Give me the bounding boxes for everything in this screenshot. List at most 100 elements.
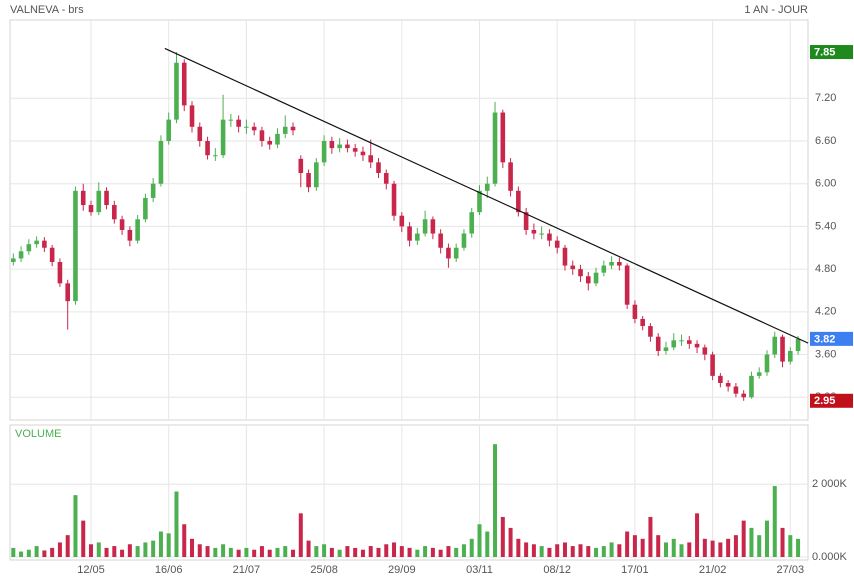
- volume-bar: [298, 513, 303, 557]
- candle-body: [609, 261, 614, 266]
- candle-body: [547, 233, 552, 241]
- candle-body: [430, 219, 436, 234]
- candle-body: [725, 382, 731, 387]
- candle-body: [135, 219, 140, 241]
- candle-body: [516, 190, 521, 213]
- volume-bar: [112, 546, 117, 557]
- candle-body: [376, 162, 381, 174]
- volume-bar: [788, 535, 793, 557]
- candle-body: [96, 190, 102, 213]
- candle-body: [329, 140, 335, 149]
- candle-body: [267, 140, 273, 145]
- x-tick-label: 21/07: [233, 564, 261, 576]
- volume-bar: [353, 547, 358, 557]
- volume-bar: [609, 542, 614, 557]
- candle-body: [764, 354, 770, 373]
- candle-body: [648, 326, 653, 337]
- x-tick-label: 03/11: [466, 564, 493, 576]
- candle-body: [601, 265, 607, 273]
- volume-bar: [259, 546, 264, 557]
- candle-body: [197, 126, 203, 141]
- candle-body: [298, 158, 304, 174]
- volume-bar: [531, 544, 536, 557]
- candle-body: [174, 62, 179, 120]
- candle-body: [345, 144, 350, 149]
- candle-body: [578, 269, 583, 277]
- candle-body: [484, 183, 490, 191]
- candle-body: [88, 205, 94, 213]
- volume-bar: [632, 535, 637, 557]
- y-tick-label: 4.20: [815, 306, 836, 318]
- y-tick-label: 4.80: [815, 263, 836, 275]
- candle-body: [104, 190, 109, 206]
- volume-bar: [221, 544, 226, 557]
- volume-bar: [764, 520, 769, 557]
- volume-bar: [252, 549, 257, 557]
- candle-body: [531, 229, 537, 234]
- volume-bar: [127, 544, 132, 557]
- candle-body: [158, 140, 164, 184]
- volume-bar: [135, 546, 140, 557]
- volume-bar: [741, 520, 746, 557]
- price-badge-label: 3.82: [814, 333, 835, 345]
- candle-body: [42, 240, 47, 248]
- candle-body: [593, 272, 599, 284]
- candle-body: [189, 105, 195, 127]
- volume-bar: [562, 542, 567, 557]
- volume-bar: [477, 524, 482, 557]
- volume-bar: [283, 546, 288, 557]
- volume-bar: [508, 527, 513, 557]
- volume-bar: [702, 538, 707, 557]
- volume-bar: [663, 542, 668, 557]
- volume-bar: [524, 542, 529, 557]
- volume-bar: [493, 444, 498, 557]
- candle-body: [469, 212, 475, 234]
- candle-body: [383, 173, 389, 184]
- candle-body: [585, 276, 591, 284]
- volume-bar: [392, 542, 397, 557]
- x-tick-label: 21/02: [699, 564, 727, 576]
- price-badge: [810, 393, 853, 408]
- chart-title: VALNEVA - brs: [10, 4, 84, 16]
- volume-bar: [11, 547, 16, 557]
- candle-body: [259, 130, 265, 141]
- volume-bar: [710, 540, 715, 557]
- volume-bar: [423, 546, 428, 557]
- candle-body: [562, 247, 568, 266]
- candle-body: [710, 354, 715, 376]
- candle-body: [314, 162, 319, 188]
- volume-bar: [796, 538, 801, 557]
- volume-bar: [539, 546, 544, 557]
- volume-tick-label: 2 000K: [812, 478, 848, 490]
- volume-bar: [555, 544, 560, 557]
- candle-body: [453, 247, 459, 259]
- candle-body: [150, 183, 156, 198]
- candle-body: [718, 375, 723, 383]
- candle-body: [788, 350, 793, 362]
- volume-bar: [197, 544, 202, 557]
- candle-body: [80, 190, 86, 206]
- candle-body: [686, 340, 692, 344]
- volume-bar: [368, 546, 373, 557]
- volume-bar: [291, 549, 296, 557]
- candle-body: [321, 140, 327, 163]
- candle-body: [422, 219, 428, 234]
- volume-bar: [329, 547, 334, 557]
- candle-body: [741, 393, 746, 398]
- volume-bar: [461, 544, 466, 557]
- volume-bar: [73, 495, 78, 557]
- volume-bar: [594, 547, 599, 557]
- volume-bar: [399, 546, 404, 557]
- volume-bar: [360, 549, 365, 557]
- volume-bar: [687, 542, 692, 557]
- candle-body: [73, 190, 78, 302]
- volume-bar: [516, 538, 521, 557]
- candle-body: [205, 140, 210, 156]
- trendline: [164, 47, 809, 344]
- candle-body: [213, 155, 218, 157]
- candle-body: [65, 283, 70, 302]
- volume-bar: [104, 547, 109, 557]
- volume-bar: [671, 538, 676, 557]
- candle-body: [671, 340, 677, 348]
- volume-bar: [625, 531, 630, 557]
